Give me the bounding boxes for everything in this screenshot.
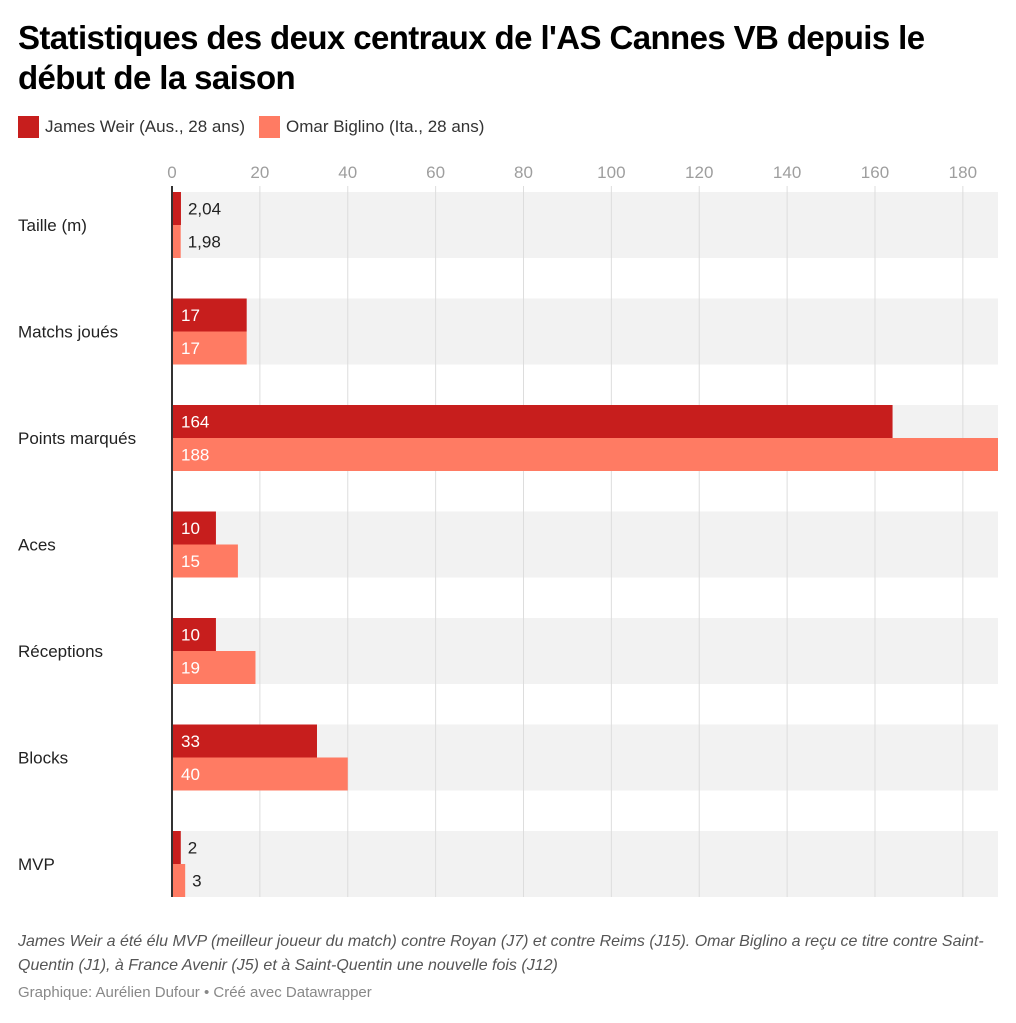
category-label: Aces: [18, 536, 56, 555]
bar: [172, 438, 998, 471]
row-band: [172, 618, 998, 684]
x-tick-label: 140: [773, 163, 801, 182]
bar: [172, 757, 348, 791]
x-tick-label: 60: [426, 163, 445, 182]
bar-value-label: 40: [181, 765, 200, 784]
bar-value-label: 10: [181, 519, 200, 538]
bar: [172, 225, 181, 258]
bar: [172, 651, 256, 684]
x-tick-label: 0: [167, 163, 176, 182]
x-axis-ticks: 0 20 40 60 80 100 120 140 160 180: [167, 163, 977, 182]
bar-value-label: 188: [181, 446, 209, 465]
gridlines: [259, 186, 964, 897]
x-tick-label: 120: [685, 163, 713, 182]
bar-value-label: 1,98: [188, 233, 221, 252]
x-tick-label: 100: [597, 163, 625, 182]
legend-label-james-weir: James Weir (Aus., 28 ans): [45, 117, 245, 136]
legend-item-omar-biglino: Omar Biglino (Ita., 28 ans): [258, 116, 485, 138]
bar-value-label: 15: [181, 552, 200, 571]
x-tick-label: 40: [338, 163, 357, 182]
bar-value-label: 10: [181, 626, 200, 645]
bar: [172, 192, 181, 225]
row-band: [172, 511, 998, 578]
bars: 2,04 1,98 17 17 164 188 10 15 10 19 33 40 2 3: [172, 192, 998, 897]
bar: [172, 724, 317, 758]
category-label: Réceptions: [18, 642, 103, 661]
row-band: [172, 192, 998, 258]
bar-value-label: 2: [188, 839, 197, 858]
chart-title: Statistiques des deux centraux de l'AS C…: [18, 19, 925, 96]
x-tick-label: 160: [861, 163, 889, 182]
category-label: Taille (m): [18, 216, 87, 235]
category-label: MVP: [18, 855, 55, 874]
legend-swatch-james-weir: [18, 116, 39, 138]
bar-value-label: 17: [181, 339, 200, 358]
bar-value-label: 19: [181, 659, 200, 678]
bar-value-label: 2,04: [188, 200, 221, 219]
bar-value-label: 3: [192, 872, 201, 891]
legend-item-james-weir: James Weir (Aus., 28 ans): [18, 116, 245, 138]
chart-notes: James Weir a été élu MVP (meilleur joueu…: [18, 933, 984, 974]
row-band: [172, 298, 998, 365]
legend: James Weir (Aus., 28 ans) Omar Biglino (…: [18, 116, 498, 138]
x-tick-label: 20: [250, 163, 269, 182]
category-label: Points marqués: [18, 429, 136, 448]
bar-value-label: 33: [181, 732, 200, 751]
bar: [172, 831, 181, 864]
bar-value-label: 164: [181, 413, 209, 432]
bar: [172, 331, 247, 365]
bar: [172, 618, 216, 651]
row-bands: [172, 192, 998, 897]
x-tick-label: 180: [949, 163, 977, 182]
bar-value-label: 17: [181, 306, 200, 325]
bar: [172, 405, 893, 438]
row-band: [172, 831, 998, 897]
bar: [172, 298, 247, 332]
bar: [172, 864, 186, 897]
bar: [172, 511, 216, 545]
legend-label-omar-biglino: Omar Biglino (Ita., 28 ans): [285, 117, 485, 136]
legend-swatch-omar-biglino: [258, 116, 280, 138]
category-label: Matchs joués: [18, 323, 118, 342]
x-tick-label: 80: [514, 163, 533, 182]
chart-credit: Graphique: Aurélien Dufour • Créé avec D…: [18, 984, 372, 1001]
bar-chart: 0 20 40 60 80 100 120 140 160 180 2,04 1,98 17 17 164…: [18, 163, 998, 897]
bar: [172, 544, 238, 578]
category-labels: Taille (m) Matchs joués Points marqués Aces…: [18, 216, 136, 874]
category-label: Blocks: [18, 749, 68, 768]
